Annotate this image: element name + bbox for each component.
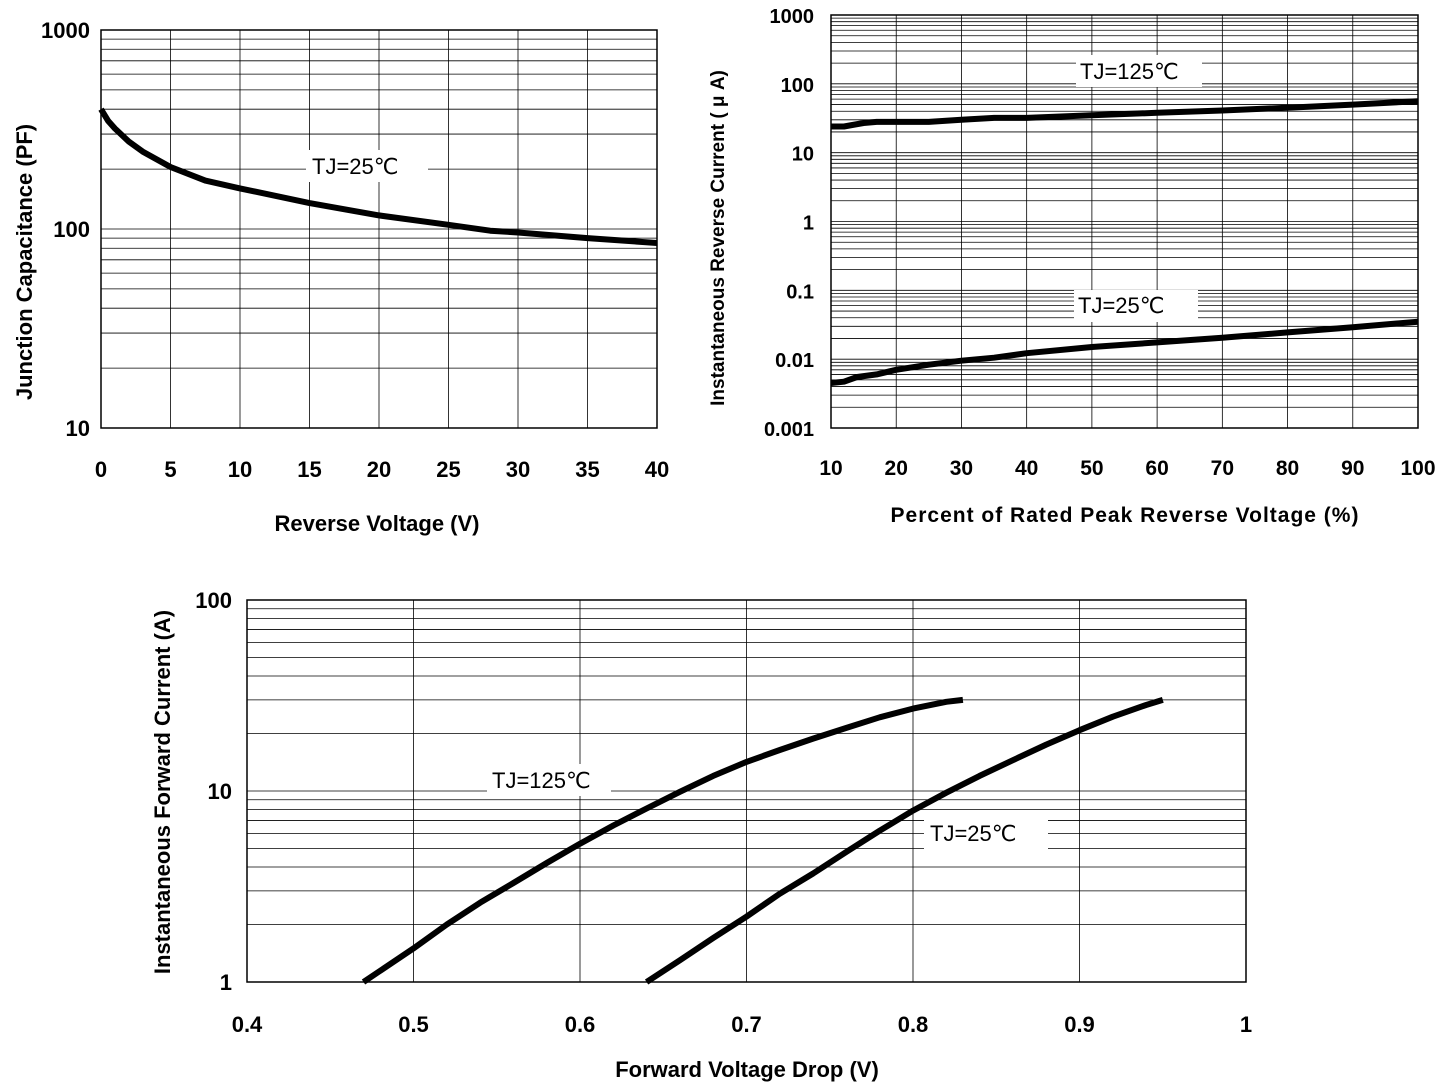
y-tick-labels: 0.001 0.01 0.1 1 10 100 1000	[764, 6, 814, 441]
annotation: TJ=25℃	[924, 817, 1048, 849]
y-tick-label: 0.01	[775, 350, 814, 372]
x-axis-label: Percent of Rated Peak Reverse Voltage (%…	[891, 504, 1360, 527]
annotation-tj25: TJ=25℃	[312, 154, 398, 179]
x-tick-label: 70	[1211, 457, 1234, 480]
y-axis-label: Junction Capacitance (PF)	[12, 124, 37, 400]
y-tick-label: 1000	[41, 18, 90, 43]
annotation: TJ=25℃	[306, 150, 428, 182]
series-group	[830, 98, 1419, 386]
x-tick-label: 0.8	[898, 1012, 929, 1037]
annotation-tj25: TJ=25℃	[1078, 293, 1164, 318]
y-tick-label: 10	[208, 779, 232, 804]
y-tick-label: 1000	[770, 6, 815, 28]
x-tick-label: 30	[950, 457, 973, 480]
series-group	[98, 107, 658, 246]
y-axis-label: Instantaneous Forward Current (A)	[150, 610, 175, 974]
x-tick-label: 0.9	[1064, 1012, 1095, 1037]
reverse-current-chart: 10 20 30 40 50 60 70 80 90 100 0.001 0.01 0.1 1 10 100…	[708, 6, 1436, 527]
y-tick-label: 0.001	[764, 419, 814, 441]
x-tick-label: 0.5	[398, 1012, 429, 1037]
x-tick-label: 90	[1341, 457, 1364, 480]
y-tick-labels: 10 100 1000	[41, 18, 90, 441]
x-tick-label: 10	[819, 457, 842, 480]
capacitance-chart: 0 5 10 15 20 25 30 35 40 10 100 1000 TJ=25℃ Revers…	[12, 18, 669, 536]
x-tick-label: 25	[436, 457, 460, 482]
series-line	[361, 696, 964, 985]
x-tick-label: 40	[1015, 457, 1038, 480]
grid	[101, 30, 657, 428]
series-line	[644, 697, 1164, 985]
forward-current-chart: 0.4 0.5 0.6 0.7 0.8 0.9 1 1 10 100 TJ=125℃ TJ=25…	[150, 588, 1252, 1082]
x-tick-labels: 0.4 0.5 0.6 0.7 0.8 0.9 1	[232, 1012, 1252, 1037]
x-tick-label: 0	[95, 457, 107, 482]
y-tick-label: 100	[195, 588, 232, 613]
y-tick-label: 100	[781, 75, 814, 97]
annotation-tj125: TJ=125℃	[1080, 59, 1179, 84]
annotation: TJ=125℃	[487, 764, 611, 796]
series-line	[98, 107, 658, 246]
series-group	[361, 696, 1164, 985]
x-tick-label: 15	[297, 457, 321, 482]
x-tick-label: 1	[1240, 1012, 1252, 1037]
x-tick-label: 0.6	[565, 1012, 596, 1037]
x-tick-label: 40	[645, 457, 669, 482]
x-axis-label: Reverse Voltage (V)	[274, 511, 479, 536]
y-tick-label: 1	[220, 970, 232, 995]
x-tick-label: 100	[1400, 457, 1435, 480]
annotation: TJ=25℃	[1074, 290, 1198, 322]
y-tick-label: 0.1	[786, 281, 814, 303]
x-tick-label: 60	[1145, 457, 1168, 480]
x-tick-labels: 10 20 30 40 50 60 70 80 90 100	[819, 457, 1435, 480]
y-tick-label: 1	[803, 213, 814, 235]
y-tick-label: 10	[66, 416, 90, 441]
x-axis-label: Forward Voltage Drop (V)	[615, 1057, 879, 1082]
y-tick-label: 10	[792, 144, 814, 166]
x-tick-label: 5	[164, 457, 176, 482]
y-tick-labels: 1 10 100	[195, 588, 232, 995]
series-line	[830, 318, 1419, 386]
annotation-tj125: TJ=125℃	[492, 768, 591, 793]
y-tick-label: 100	[53, 217, 90, 242]
x-tick-label: 0.4	[232, 1012, 263, 1037]
x-tick-labels: 0 5 10 15 20 25 30 35 40	[95, 457, 669, 482]
x-tick-label: 50	[1080, 457, 1103, 480]
x-tick-label: 10	[228, 457, 252, 482]
x-tick-label: 20	[885, 457, 908, 480]
x-tick-label: 30	[506, 457, 530, 482]
x-tick-label: 20	[367, 457, 391, 482]
x-tick-label: 80	[1276, 457, 1299, 480]
series-line	[831, 98, 1419, 130]
annotation: TJ=125℃	[1076, 55, 1202, 87]
x-tick-label: 0.7	[731, 1012, 762, 1037]
y-axis-label: Instantaneous Reverse Current ( μ A)	[708, 70, 729, 406]
x-tick-label: 35	[575, 457, 599, 482]
annotation-tj25: TJ=25℃	[930, 821, 1016, 846]
grid	[247, 600, 1246, 982]
